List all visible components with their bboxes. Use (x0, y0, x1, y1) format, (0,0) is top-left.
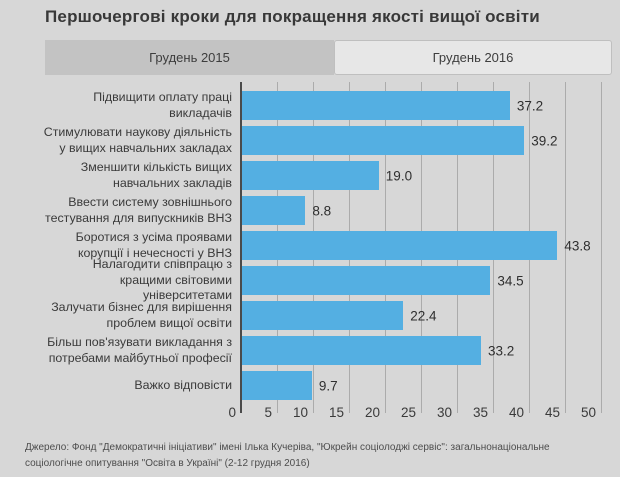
bar-row: 19.0 (242, 158, 616, 193)
bar[interactable] (242, 301, 404, 330)
bar-row: 33.2 (242, 333, 616, 368)
tab-bar: Грудень 2015 Грудень 2016 (45, 40, 612, 75)
bar[interactable] (242, 161, 379, 190)
category-label: Важко відповісти (134, 377, 232, 392)
source-note: Джерело: Фонд "Демократичні ініціативи" … (25, 442, 550, 469)
bar-value-label: 34.5 (497, 273, 524, 288)
x-axis-tick-label: 10 (292, 405, 308, 420)
x-axis-tick-label: 0 (228, 405, 236, 420)
plot-area: 37.2 39.2 19.0 8.8 43.8 34.5 22.4 33.2 9.7 (240, 82, 616, 413)
bar-row: 43.8 (242, 228, 616, 263)
bar-value-label: 19.0 (385, 168, 413, 183)
x-axis-tick-label: 20 (364, 405, 380, 420)
bar-row: 39.2 (242, 123, 616, 158)
bar-value-label: 33.2 (488, 343, 515, 358)
tab-december-2015[interactable]: Грудень 2015 (45, 40, 334, 75)
bar-value-label: 22.4 (410, 308, 437, 323)
category-label: Налагодити співпрацю з кращими світовими… (92, 257, 232, 303)
bar-row: 8.8 (242, 193, 616, 228)
bar[interactable] (242, 371, 312, 400)
bar[interactable] (242, 126, 525, 155)
x-axis: 0 5 10 15 20 25 30 35 40 45 50 (228, 405, 614, 421)
bar-value-label: 39.2 (531, 133, 558, 148)
x-axis-tick-label: 30 (436, 405, 452, 420)
category-label: Підвищити оплату праці викладачів (93, 90, 232, 120)
category-label: Більш пов'язувати викладання з потребами… (47, 335, 232, 365)
bar-row: 22.4 (242, 298, 616, 333)
bar-chart: Підвищити оплату праці викладачів Стимулю… (0, 82, 620, 422)
category-label: Боротися з усіма проявами корупції і неч… (75, 230, 232, 260)
bar-row: 37.2 (242, 88, 616, 123)
bar-value-label: 37.2 (516, 98, 544, 113)
bar-value-label: 43.8 (564, 238, 591, 253)
bar[interactable] (242, 266, 491, 295)
bar-value-label: 9.7 (318, 378, 338, 393)
x-axis-tick-label: 40 (508, 405, 524, 420)
category-labels: Підвищити оплату праці викладачів Стимулю… (38, 88, 232, 403)
bar-row: 34.5 (242, 263, 616, 298)
category-label: Залучати бізнес для вирішення проблем ви… (51, 300, 232, 330)
category-label: Зменшити кількість вищих навчальних закл… (80, 160, 232, 190)
bar-row: 9.7 (242, 368, 616, 403)
chart-title: Першочергові кроки для покращення якості… (45, 7, 540, 26)
bar-value-label: 8.8 (312, 203, 332, 218)
bar[interactable] (242, 231, 558, 260)
x-axis-tick-label: 35 (472, 405, 488, 420)
bar[interactable] (242, 196, 306, 225)
bar[interactable] (242, 336, 482, 365)
tab-december-2016[interactable]: Грудень 2016 (334, 40, 612, 75)
x-axis-tick-label: 15 (328, 405, 344, 420)
x-axis-tick-label: 5 (264, 405, 272, 420)
category-label: Ввести систему зовнішнього тестування дл… (45, 195, 232, 225)
category-label: Стимулювати наукову діяльність у вищих н… (43, 125, 232, 155)
bar[interactable] (242, 91, 510, 120)
x-axis-tick-label: 50 (580, 405, 596, 420)
x-axis-tick-label: 45 (544, 405, 560, 420)
x-axis-tick-label: 25 (400, 405, 416, 420)
bars-container: 37.2 39.2 19.0 8.8 43.8 34.5 22.4 33.2 9.7 (242, 88, 616, 403)
